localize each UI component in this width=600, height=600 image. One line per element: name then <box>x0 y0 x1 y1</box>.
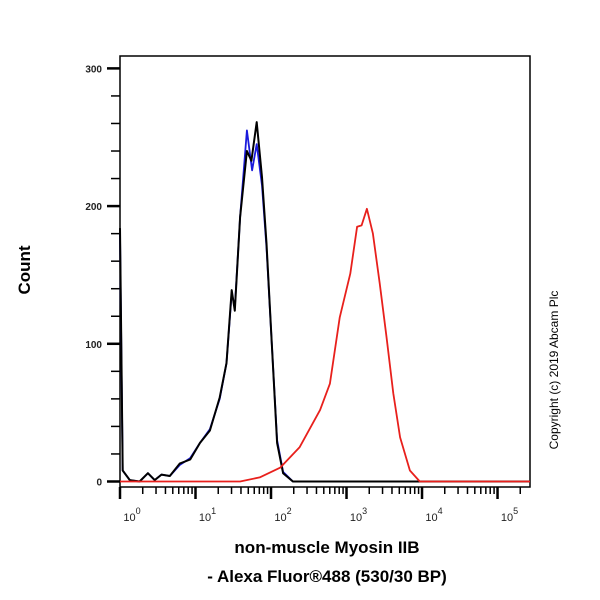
y-axis-label: Count <box>15 245 34 294</box>
y-axis: 0 100 200 300 <box>85 64 120 488</box>
y-tick-label: 0 <box>96 477 102 488</box>
histogram-line-1 <box>119 129 530 483</box>
plot-frame <box>119 55 531 488</box>
x-tick-exponent: 0 <box>136 506 141 516</box>
copyright-text: Copyright (c) 2019 Abcam Plc <box>547 291 561 450</box>
x-tick-exponent: 5 <box>513 506 518 516</box>
x-axis-label-line1: non-muscle Myosin IIB <box>234 538 419 557</box>
x-tick-exponent: 3 <box>362 506 367 516</box>
series-group <box>119 121 530 483</box>
x-tick-exponent: 4 <box>438 506 443 516</box>
x-tick-label: 102 <box>274 506 291 524</box>
histogram-line-3 <box>120 207 530 483</box>
x-tick-exponent: 1 <box>211 506 216 516</box>
histogram-line-2 <box>119 121 530 483</box>
x-tick-exponent: 2 <box>287 506 292 516</box>
x-tick-label: 105 <box>501 506 518 524</box>
x-tick-label: 100 <box>123 506 140 524</box>
x-tick-label: 103 <box>350 506 367 524</box>
y-tick-label: 200 <box>85 202 102 213</box>
y-tick-label: 300 <box>85 64 102 75</box>
x-tick-label: 104 <box>425 506 442 524</box>
y-tick-label: 100 <box>85 340 102 351</box>
x-tick-label: 101 <box>199 506 216 524</box>
x-axis-label-line2: - Alexa Fluor®488 (530/30 BP) <box>207 567 447 586</box>
